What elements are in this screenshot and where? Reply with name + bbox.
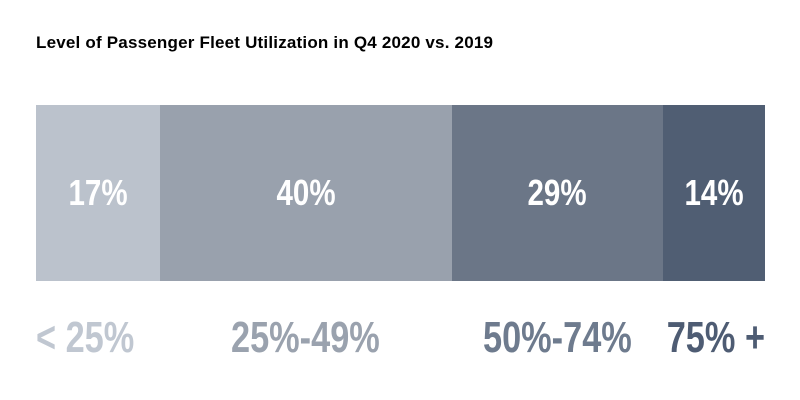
segment-value-label: 17% <box>68 172 128 213</box>
segment-value-label: 29% <box>527 172 587 213</box>
bar-segment-under-25: 17% <box>36 105 160 281</box>
category-label-50-74: 50%-74% <box>482 313 632 362</box>
segment-value-label: 40% <box>276 172 336 213</box>
category-label-25-49: 25%-49% <box>231 313 381 362</box>
category-label-75-plus: 75% + <box>666 313 765 362</box>
bar-segment-75-plus: 14% <box>662 105 765 281</box>
category-axis: < 25% 25%-49% 50%-74% 75% + <box>36 310 765 366</box>
segment-value-label: 14% <box>684 172 744 213</box>
bar-segment-25-49: 40% <box>159 105 452 281</box>
category-label-under-25: < 25% <box>36 313 135 362</box>
chart-title: Level of Passenger Fleet Utilization in … <box>36 33 494 52</box>
stacked-bar: 17% 40% 29% 14% <box>36 105 765 281</box>
bar-segment-50-74: 29% <box>451 105 663 281</box>
